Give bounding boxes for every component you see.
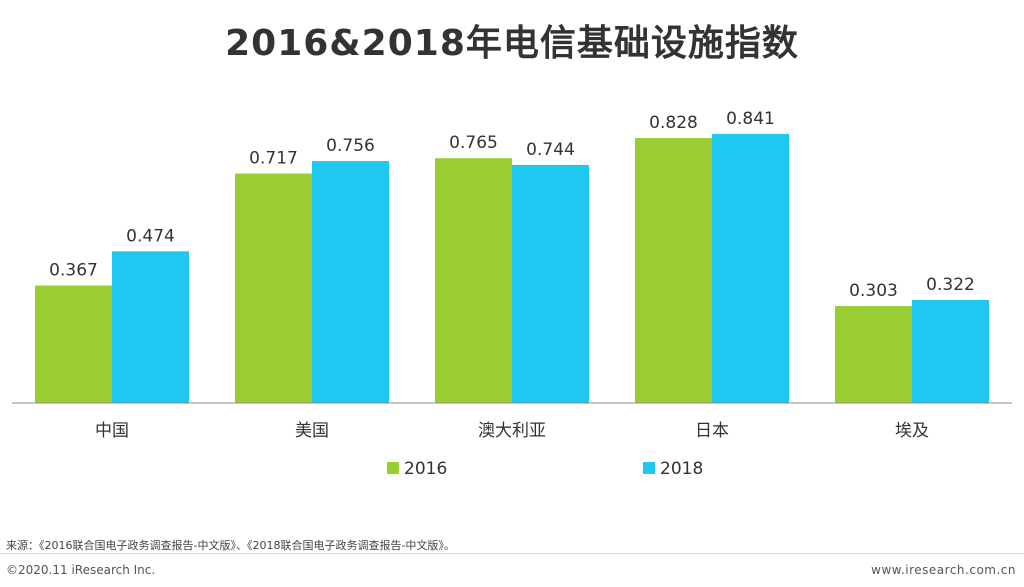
- source-note: 来源：《2016联合国电子政务调查报告-中文版》、《2018联合国电子政务调查报…: [6, 539, 455, 552]
- page-title: 2016&2018年电信基础设施指数: [225, 23, 799, 64]
- bar-2018-3: [712, 133, 789, 403]
- category-label-1: 美国: [295, 421, 329, 441]
- category-label-4: 埃及: [895, 421, 929, 441]
- legend-label-2016: 2016: [404, 459, 447, 479]
- data-label-2018-3: 0.841: [726, 109, 775, 129]
- bar-2016-1: [235, 173, 312, 403]
- data-label-2018-0: 0.474: [126, 226, 175, 246]
- bar-2016-2: [435, 158, 512, 403]
- data-label-2016-0: 0.367: [49, 261, 98, 281]
- copyright-text: ©2020.11 iResearch Inc.: [6, 563, 156, 577]
- bar-2018-2: [512, 164, 589, 403]
- data-label-2016-4: 0.303: [849, 281, 898, 301]
- data-label-2018-4: 0.322: [926, 275, 975, 295]
- data-label-2018-2: 0.744: [526, 140, 575, 160]
- bar-2018-0: [112, 251, 189, 403]
- category-label-2: 澳大利亚: [478, 421, 546, 441]
- bar-chart: 0.367 0.474 中国 0.717 0.756 美国 0.765 0.744 澳大利亚 0.…: [12, 109, 1012, 479]
- bar-2016-0: [35, 285, 112, 403]
- data-label-2018-1: 0.756: [326, 136, 375, 156]
- data-label-2016-1: 0.717: [249, 149, 298, 169]
- bar-2016-3: [635, 138, 712, 404]
- category-label-3: 日本: [695, 421, 729, 441]
- legend-swatch-2018: [643, 462, 655, 474]
- legend-label-2018: 2018: [660, 459, 703, 479]
- bar-2018-1: [312, 161, 389, 403]
- bar-2018-4: [912, 299, 989, 403]
- data-label-2016-3: 0.828: [649, 113, 698, 133]
- category-label-0: 中国: [95, 421, 129, 441]
- data-label-2016-2: 0.765: [449, 133, 498, 153]
- website-url: www.iresearch.com.cn: [871, 563, 1016, 577]
- footer-divider: [0, 553, 1024, 554]
- legend-swatch-2016: [387, 462, 399, 474]
- bar-2016-4: [835, 306, 912, 403]
